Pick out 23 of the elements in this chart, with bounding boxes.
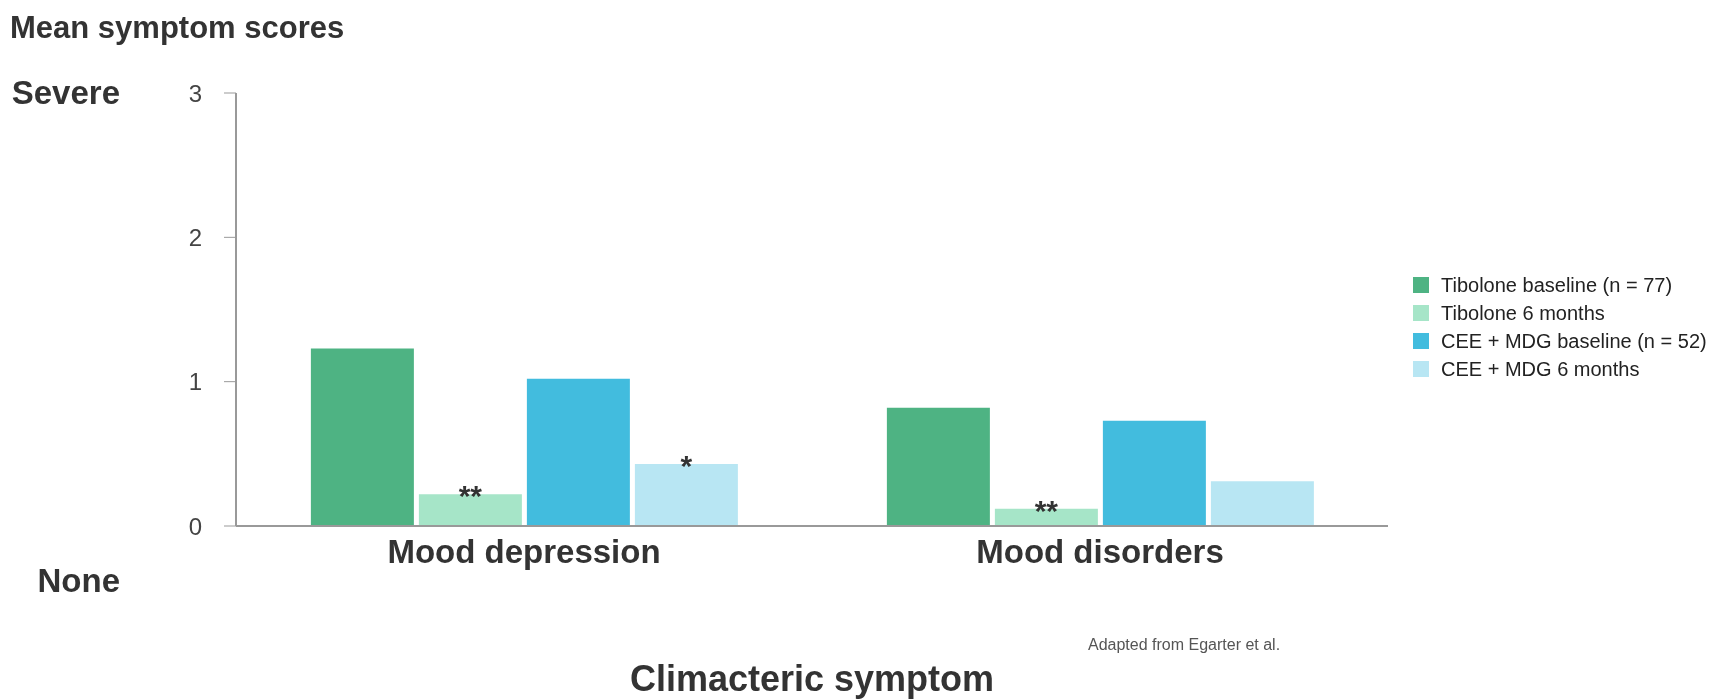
bar — [526, 378, 630, 526]
text: Severe — [10, 73, 120, 113]
y-tick-label: 0 — [188, 512, 202, 540]
text: Adapted from Egarter et al. — [1088, 636, 1281, 654]
legend-label: Tibolone baseline (n = 77) — [1441, 273, 1673, 297]
x-axis-title: Climacteric symptom — [628, 658, 996, 700]
data-label: ** — [458, 479, 483, 513]
data-label: ** — [1034, 493, 1059, 527]
chart-title: Mean symptom scores — [10, 10, 345, 46]
bar — [1210, 481, 1314, 526]
x-tick-label: Mood disorders — [976, 533, 1224, 571]
bar — [886, 407, 990, 526]
text: None — [36, 561, 120, 601]
legend-label: Tibolone 6 months — [1441, 301, 1605, 325]
legend-label: CEE + MDG 6 months — [1441, 357, 1640, 381]
bar — [1102, 420, 1206, 526]
bar — [310, 348, 414, 526]
data-label: * — [680, 448, 693, 482]
x-tick-label: Mood depression — [387, 533, 661, 571]
legend-label: CEE + MDG baseline (n = 52) — [1441, 329, 1707, 353]
y-tick-label: 1 — [188, 368, 202, 396]
y-tick-label: 2 — [188, 223, 202, 251]
y-tick-label: 3 — [188, 79, 202, 107]
